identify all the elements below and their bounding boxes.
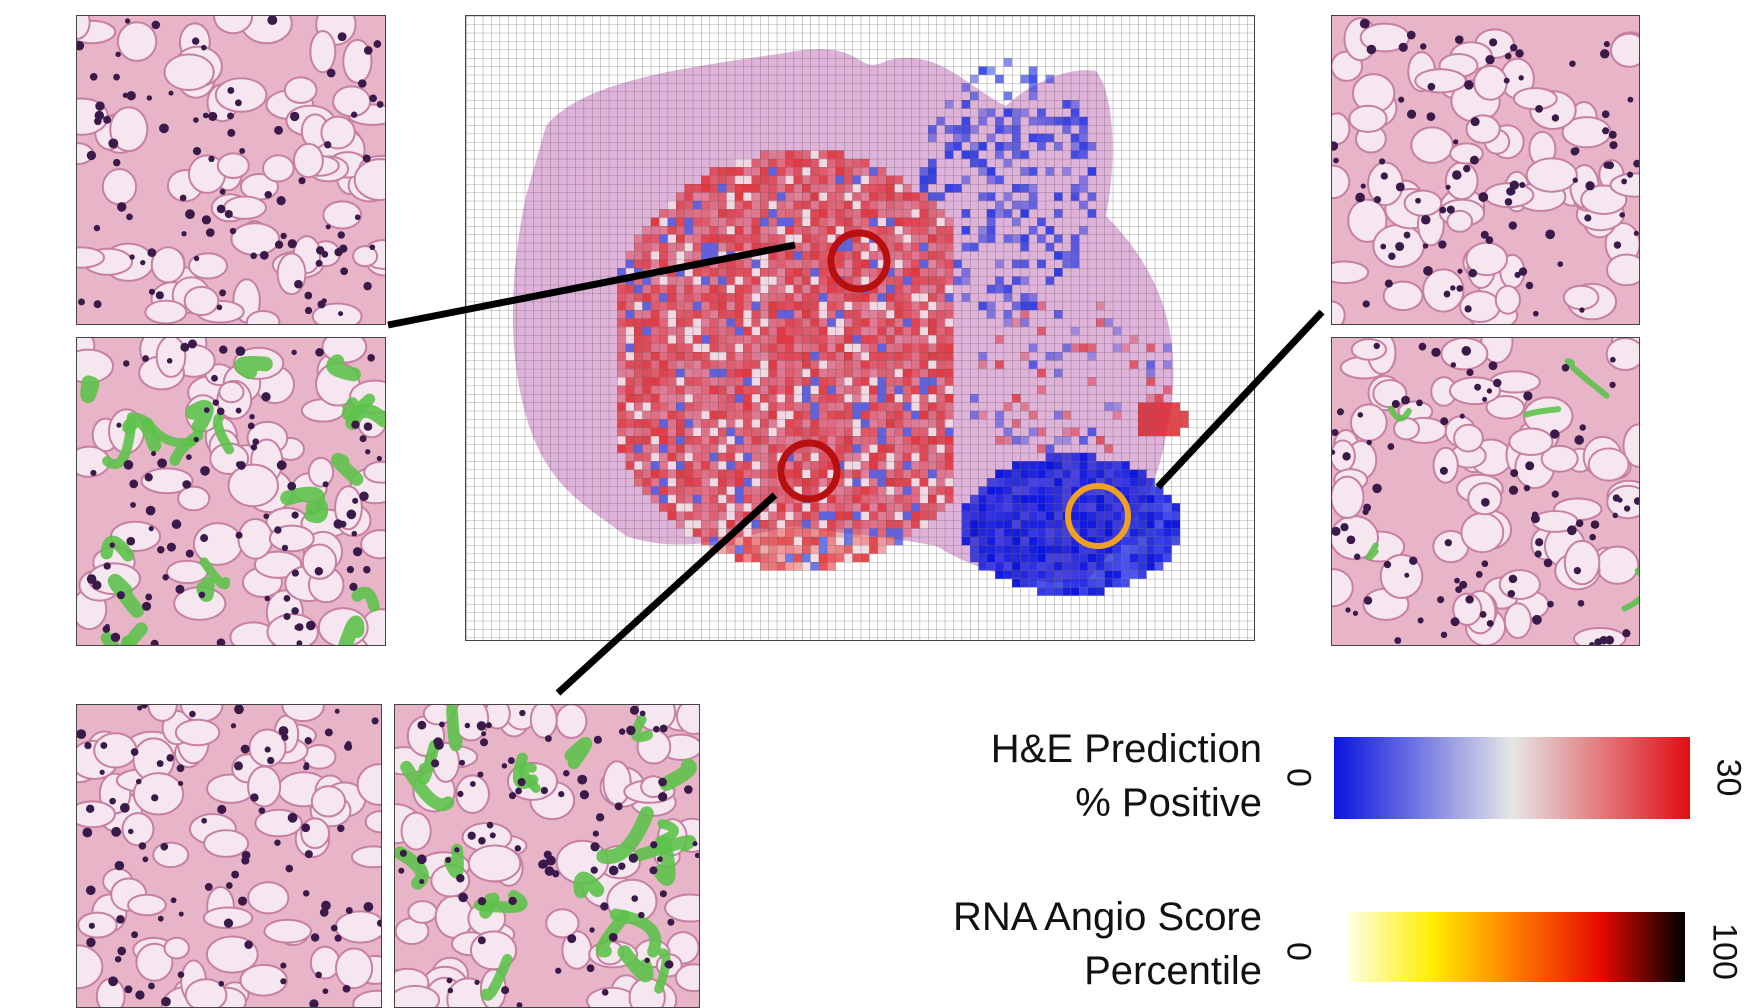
tile-bottom-left-vessels [394, 704, 700, 1008]
slide-svg [466, 16, 1254, 640]
rna-colorbar [1347, 912, 1685, 982]
marker-circle-orange [1065, 483, 1131, 549]
he-legend-min: 0 [1279, 768, 1318, 787]
marker-circle-upper [827, 229, 891, 293]
he-colorbar [1334, 737, 1690, 819]
he-legend-title: H&E Prediction % Positive [860, 722, 1262, 830]
he-legend-max: 30 [1709, 758, 1746, 797]
he-legend-line1: H&E Prediction [990, 727, 1262, 771]
rna-legend-min: 0 [1279, 942, 1318, 961]
rna-legend-title: RNA Angio Score Percentile [860, 890, 1262, 998]
he-legend-line2: % Positive [1075, 781, 1262, 825]
tile-top-left-he [76, 15, 386, 325]
marker-circle-lower [777, 439, 841, 503]
rna-legend-line2: Percentile [1084, 949, 1262, 993]
whole-slide-heatmap [465, 15, 1255, 641]
tile-top-left-vessels [76, 337, 386, 646]
rna-legend-line1: RNA Angio Score [952, 895, 1262, 939]
rna-legend-max: 100 [1705, 923, 1744, 980]
tile-bottom-left-he [76, 704, 382, 1008]
tile-top-right-vessels [1331, 337, 1640, 646]
tile-top-right-he [1331, 15, 1640, 325]
grid-overlay [466, 16, 1254, 640]
